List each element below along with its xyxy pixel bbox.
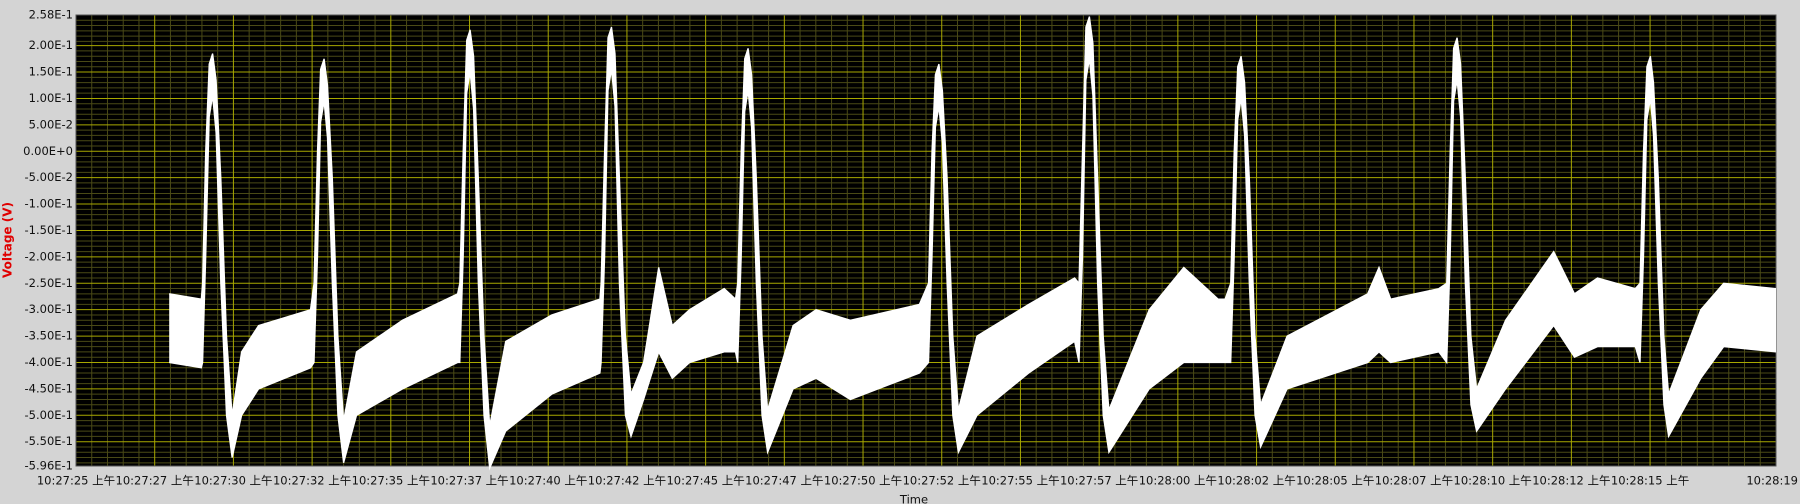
y-tick-label: 0.00E+0: [23, 144, 73, 158]
x-axis-title: Time: [899, 493, 928, 504]
x-tick-label: 10:28:15 上午: [1611, 474, 1689, 488]
signal-line: [169, 16, 1777, 427]
y-tick-label: -4.00E-1: [25, 355, 74, 369]
x-tick-label: 10:28:12 上午: [1532, 474, 1610, 488]
y-tick-label: 1.50E-1: [29, 65, 73, 79]
y-tick-label: -2.00E-1: [25, 249, 74, 263]
x-tick-label: 10:27:45 上午: [666, 474, 744, 488]
y-tick-label: -3.00E-1: [25, 302, 74, 316]
x-tick-label: 10:27:30 上午: [194, 474, 272, 488]
x-tick-label: 10:28:02 上午: [1217, 474, 1295, 488]
x-tick-label: 10:27:35 上午: [352, 474, 430, 488]
y-tick-label: -5.00E-1: [25, 408, 74, 422]
y-tick-label: -5.96E-1: [25, 459, 74, 473]
x-tick-label: 10:27:40 上午: [509, 474, 587, 488]
x-tick-label: 10:27:52 上午: [903, 474, 981, 488]
signal-band: [169, 16, 1777, 469]
y-tick-label: -2.50E-1: [25, 276, 74, 290]
y-tick-label: -1.50E-1: [25, 223, 74, 237]
x-tick-label: 10:28:10 上午: [1454, 474, 1532, 488]
y-tick-label: 2.58E-1: [29, 8, 73, 22]
x-tick-label: 10:27:50 上午: [824, 474, 902, 488]
y-tick-label: -3.50E-1: [25, 329, 74, 343]
y-tick-label: -5.50E-1: [25, 434, 74, 448]
y-tick-label: -4.50E-1: [25, 381, 74, 395]
x-tick-label: 10:27:37 上午: [430, 474, 508, 488]
y-axis-title: Voltage (V): [1, 202, 15, 278]
y-tick-label: 2.00E-1: [29, 38, 73, 52]
y-tick-label: 5.00E-2: [29, 117, 73, 131]
x-tick-label: 10:27:25 上午: [37, 474, 115, 488]
x-tick-label: 10:27:57 上午: [1060, 474, 1138, 488]
x-tick-label: 10:28:07 上午: [1375, 474, 1453, 488]
y-tick-label: -5.00E-2: [25, 170, 74, 184]
y-tick-label: 1.00E-1: [29, 91, 73, 105]
x-tick-label: 10:27:32 上午: [273, 474, 351, 488]
signal-line: [169, 58, 1777, 471]
plot-border: [75, 14, 1777, 467]
x-tick-label: 10:27:55 上午: [981, 474, 1059, 488]
x-tick-label: 10:28:19: [1746, 474, 1798, 488]
x-tick-label: 10:27:42 上午: [588, 474, 666, 488]
x-tick-label: 10:28:00 上午: [1139, 474, 1217, 488]
y-tick-label: -1.00E-1: [25, 197, 74, 211]
x-tick-label: 10:27:27 上午: [116, 474, 194, 488]
x-tick-label: 10:28:05 上午: [1296, 474, 1374, 488]
x-tick-label: 10:27:47 上午: [745, 474, 823, 488]
